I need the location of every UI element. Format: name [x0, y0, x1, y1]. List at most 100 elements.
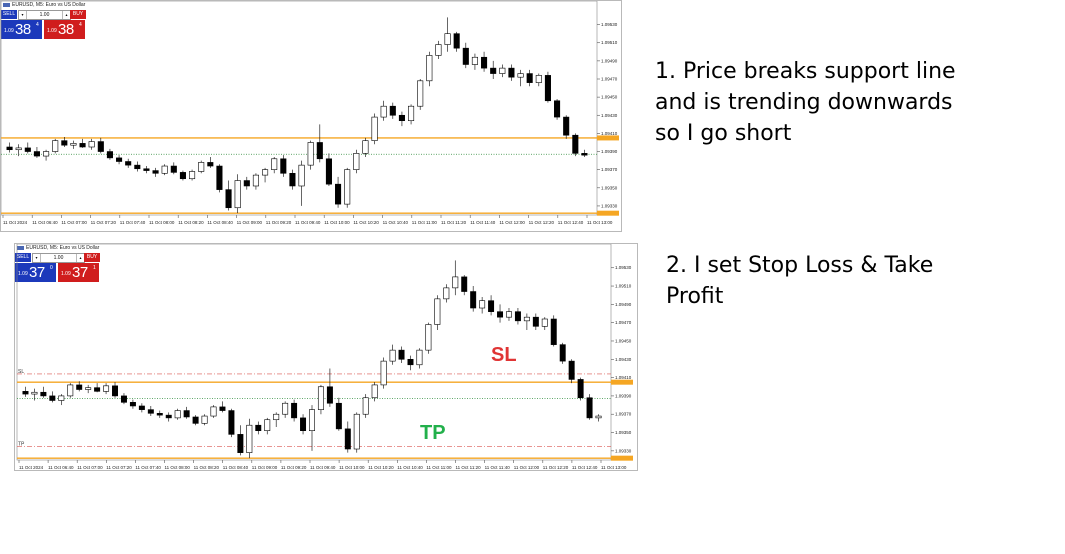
candle-body — [568, 360, 575, 380]
candle-body — [362, 397, 369, 415]
price-tick-label: 1.09390 — [615, 393, 632, 398]
candle-body — [112, 385, 119, 397]
time-tick-label: 11 Oct 10:40 — [397, 465, 423, 470]
time-tick-label: 11 Oct 10:00 — [339, 465, 365, 470]
candle-body — [443, 287, 450, 300]
price-tick-label: 1.09470 — [615, 320, 632, 325]
lot-decrease-icon[interactable]: ▾ — [19, 11, 27, 19]
candle-body — [273, 413, 280, 421]
lot-value: 1.00 — [53, 255, 64, 261]
candle-body — [43, 151, 50, 157]
chart-title: EURUSD, M5: Euro vs US Dollar — [3, 2, 85, 8]
buy-price-button[interactable]: 1.09 37 1 — [58, 263, 99, 282]
candle-body — [246, 424, 253, 453]
candle-body — [541, 318, 548, 327]
candle-body — [471, 56, 478, 65]
step-1-line-3: so I go short — [655, 121, 792, 146]
time-tick-label: 11 Oct 07:40 — [120, 220, 146, 225]
time-tick-label: 11 Oct 06:40 — [48, 465, 74, 470]
chart-title: EURUSD, M5: Euro vs US Dollar — [17, 245, 99, 251]
candle-body — [335, 183, 342, 205]
time-tick-label: 11 Oct 08:00 — [149, 220, 175, 225]
lot-increase-icon[interactable]: ▴ — [62, 11, 70, 19]
price-chart-2[interactable]: 1.09530 1.09510 1.09490 1.09470 1.09450 1.094… — [15, 244, 637, 470]
time-tick-label: 11 Oct 2024 — [3, 220, 28, 225]
candle-body — [210, 406, 217, 417]
take-profit-label: TP — [420, 422, 446, 444]
sell-button[interactable]: SELL — [1, 10, 17, 19]
candle-body — [577, 379, 584, 399]
price-tick-label: 1.09470 — [601, 77, 618, 82]
buy-price-pips: 38 — [58, 21, 74, 38]
candle-body — [586, 397, 593, 419]
candle-body — [526, 73, 533, 83]
sell-button[interactable]: SELL — [15, 253, 31, 262]
price-tick-label: 1.09510 — [615, 284, 632, 289]
candle-body — [434, 298, 441, 325]
candle-body — [425, 324, 432, 351]
lot-value: 1.00 — [39, 12, 50, 18]
candle-body — [170, 165, 177, 173]
candle-body — [125, 161, 132, 166]
time-tick-label: 11 Oct 07:00 — [61, 220, 87, 225]
candle-body — [291, 402, 298, 419]
time-tick-label: 11 Oct 12:00 — [499, 220, 525, 225]
eur-flag-icon — [3, 2, 10, 7]
candle-body — [22, 391, 29, 395]
candle-body — [490, 67, 497, 74]
plot-frame — [16, 244, 612, 461]
time-tick-label: 11 Oct 11:40 — [485, 465, 511, 470]
candle-body — [88, 141, 95, 148]
candle-body — [517, 73, 524, 78]
step-2-line-1: 2. I set Stop Loss & Take — [666, 253, 934, 278]
eur-flag-icon — [17, 245, 24, 250]
candle-body — [79, 143, 86, 148]
sell-price-button[interactable]: 1.09 37 0 — [15, 263, 56, 282]
buy-price-button[interactable]: 1.09 38 4 — [44, 20, 85, 39]
price-chart-1[interactable]: 1.095301.095101.094901.094701.094501.094… — [1, 1, 621, 231]
candle-body — [559, 344, 566, 362]
candle-body — [595, 415, 602, 419]
time-tick-label: 11 Oct 07:20 — [91, 220, 117, 225]
candle-body — [325, 158, 332, 185]
sl-marker-label: SL — [18, 369, 24, 375]
candle-body — [120, 395, 127, 403]
buy-button[interactable]: BUY — [84, 253, 100, 262]
candle-body — [129, 402, 136, 407]
candle-body — [380, 105, 387, 118]
candle-body — [228, 410, 235, 435]
time-tick-label: 11 Oct 11:40 — [470, 220, 496, 225]
time-tick-label: 11 Oct 08:20 — [194, 465, 220, 470]
time-tick-label: 11 Oct 10:20 — [353, 220, 379, 225]
candle-body — [15, 147, 22, 151]
candle-body — [179, 172, 186, 180]
time-tick-label: 11 Oct 11:20 — [441, 220, 467, 225]
candle-body — [371, 116, 378, 141]
lot-increase-icon[interactable]: ▴ — [76, 254, 84, 262]
lot-decrease-icon[interactable]: ▾ — [33, 254, 41, 262]
stop-loss-label: SL — [491, 344, 517, 366]
time-tick-label: 11 Oct 12:40 — [572, 465, 598, 470]
candle-body — [70, 143, 77, 146]
candle-body — [309, 409, 315, 432]
chart-window-1[interactable]: EURUSD, M5: Euro vs US Dollar SELL ▾ 1.0… — [0, 0, 622, 232]
buy-button[interactable]: BUY — [70, 10, 86, 19]
candle-body — [255, 424, 262, 432]
time-tick-label: 11 Oct 09:20 — [281, 465, 307, 470]
lower-level-tag — [597, 210, 619, 216]
candle-body — [407, 358, 414, 366]
candle-body — [97, 141, 104, 152]
candle-body — [31, 391, 38, 395]
candle-body — [225, 189, 232, 209]
candle-body — [201, 415, 208, 424]
candle-body — [532, 316, 539, 327]
candle-body — [353, 413, 360, 450]
candle-body — [67, 384, 74, 397]
chart-window-2[interactable]: EURUSD, M5: Euro vs US Dollar SELL ▾ 1.0… — [14, 243, 638, 471]
sell-price-button[interactable]: 1.09 38 4 — [1, 20, 42, 39]
candle-body — [317, 386, 324, 410]
candle-body — [183, 410, 190, 418]
candle-body — [76, 384, 83, 390]
price-tick-label: 1.09530 — [601, 22, 618, 27]
candle-body — [462, 47, 469, 65]
